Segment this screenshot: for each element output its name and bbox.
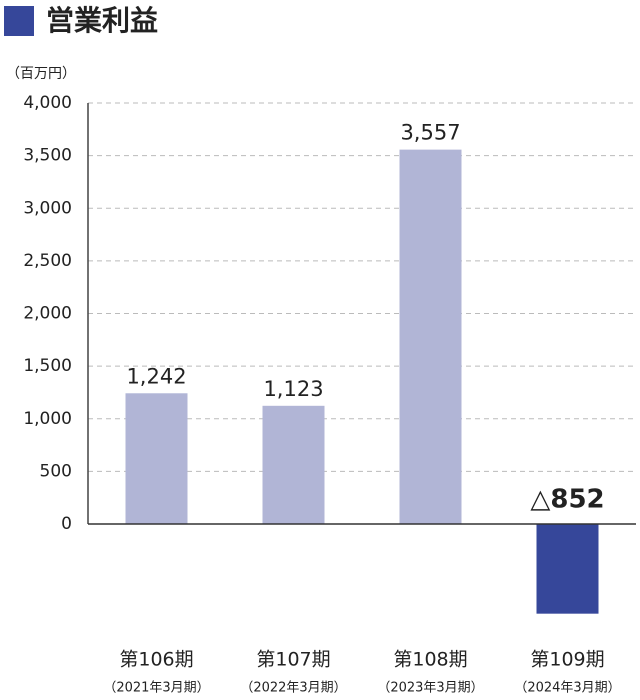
x-tick-sublabel: （2021年3月期）: [103, 681, 209, 696]
bar: [399, 149, 462, 525]
value-label: 1,123: [263, 377, 323, 401]
chart-title: 営業利益: [46, 4, 158, 37]
x-tick-label: 第109期: [530, 649, 604, 671]
title-marker: [4, 6, 34, 36]
y-tick-label: 4,000: [23, 93, 72, 113]
x-tick-sublabel: （2024年3月期）: [514, 681, 620, 696]
y-unit: （百万円）: [6, 66, 76, 82]
y-tick-label: 500: [40, 461, 72, 481]
y-tick-label: 1,000: [23, 409, 72, 429]
y-tick-label: 3,000: [23, 198, 72, 218]
x-tick-label: 第107期: [256, 649, 330, 671]
value-label: 3,557: [400, 121, 460, 145]
bar: [125, 393, 188, 524]
bar: [262, 405, 325, 524]
x-tick-label: 第106期: [119, 649, 193, 671]
value-label: 1,242: [126, 364, 186, 388]
x-tick-sublabel: （2022年3月期）: [240, 681, 346, 696]
y-tick-label: 2,000: [23, 304, 72, 324]
y-tick-label: 3,500: [23, 146, 72, 166]
y-tick-label: 2,500: [23, 251, 72, 271]
y-tick-label: 0: [61, 514, 72, 534]
value-label: △852: [530, 485, 604, 515]
y-tick-label: 1,500: [23, 356, 72, 376]
x-tick-label: 第108期: [393, 649, 467, 671]
x-tick-sublabel: （2023年3月期）: [377, 681, 483, 696]
bar: [536, 524, 599, 614]
